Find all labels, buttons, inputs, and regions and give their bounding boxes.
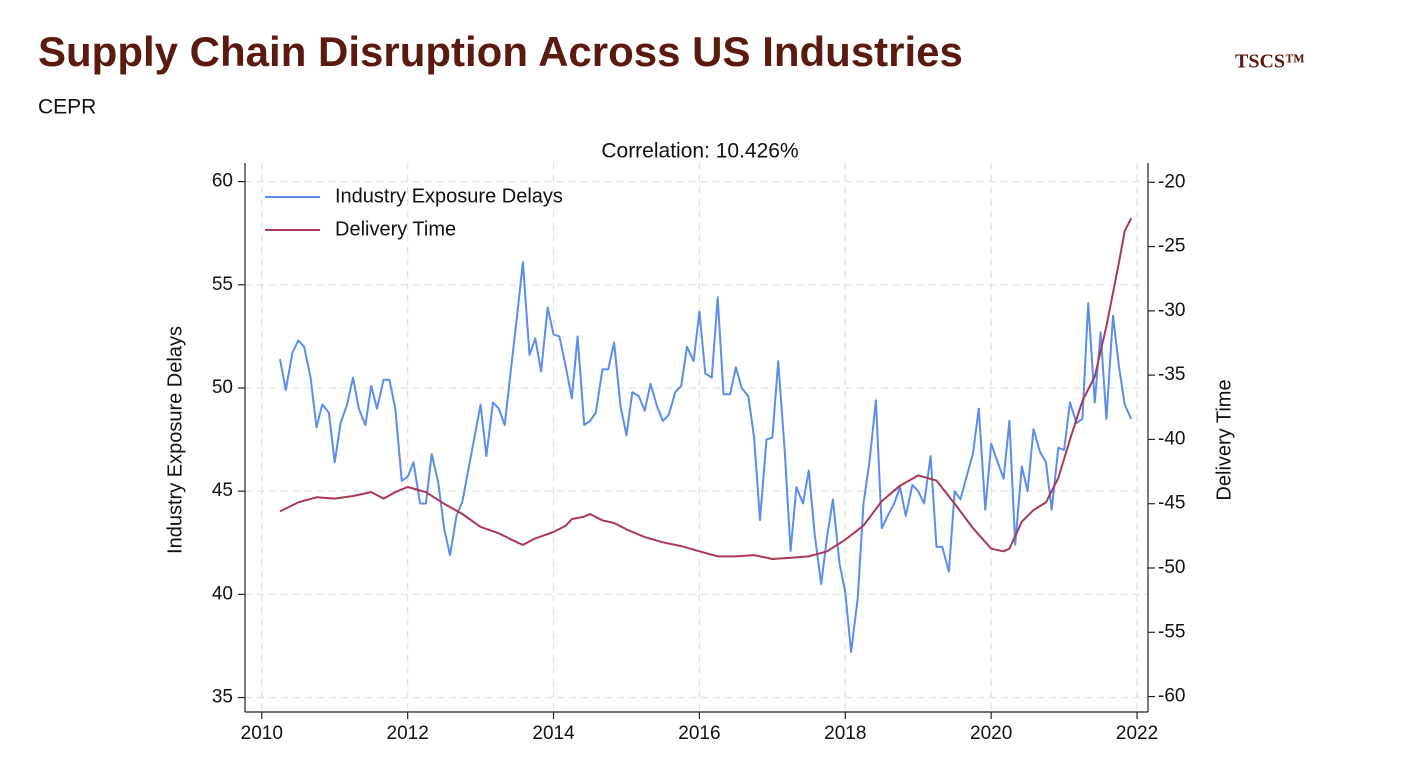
data-line <box>279 261 1133 654</box>
y2-tick-label: -55 <box>1158 621 1185 642</box>
x-tick-label: 2022 <box>1116 723 1158 744</box>
y2-tick-label: -35 <box>1158 364 1185 385</box>
y-tick-label: 50 <box>212 377 233 398</box>
logo: TSCS™ <box>1235 51 1305 73</box>
x-tick-label: 2020 <box>970 723 1012 744</box>
y-tick-label: 45 <box>212 480 233 501</box>
y2-tick-label: -50 <box>1158 557 1185 578</box>
y-axis-label: Industry Exposure Delays <box>164 326 186 554</box>
y2-tick-label: -60 <box>1158 686 1185 707</box>
y-tick-label: 55 <box>212 274 233 295</box>
y2-axis-label: Delivery Time <box>1213 379 1235 500</box>
x-tick-label: 2010 <box>241 723 283 744</box>
page-title: Supply Chain Disruption Across US Indust… <box>38 28 963 75</box>
y-tick-label: 35 <box>212 687 233 708</box>
y2-tick-label: -30 <box>1158 300 1185 321</box>
y2-tick-label: -40 <box>1158 428 1185 449</box>
x-tick-label: 2012 <box>387 723 429 744</box>
y-tick-label: 60 <box>212 171 233 192</box>
y2-tick-label: -45 <box>1158 493 1185 514</box>
legend-label: Industry Exposure Delays <box>335 185 563 207</box>
y-tick-label: 40 <box>212 583 233 604</box>
data-line <box>279 217 1133 560</box>
x-tick-label: 2018 <box>824 723 866 744</box>
y2-tick-label: -25 <box>1158 236 1185 257</box>
x-tick-label: 2014 <box>532 723 575 744</box>
y2-tick-label: -20 <box>1158 171 1185 192</box>
chart-title: Correlation: 10.426% <box>601 140 798 163</box>
x-tick-label: 2016 <box>678 723 720 744</box>
page-subtitle: CEPR <box>38 96 96 119</box>
legend-label: Delivery Time <box>335 218 456 240</box>
